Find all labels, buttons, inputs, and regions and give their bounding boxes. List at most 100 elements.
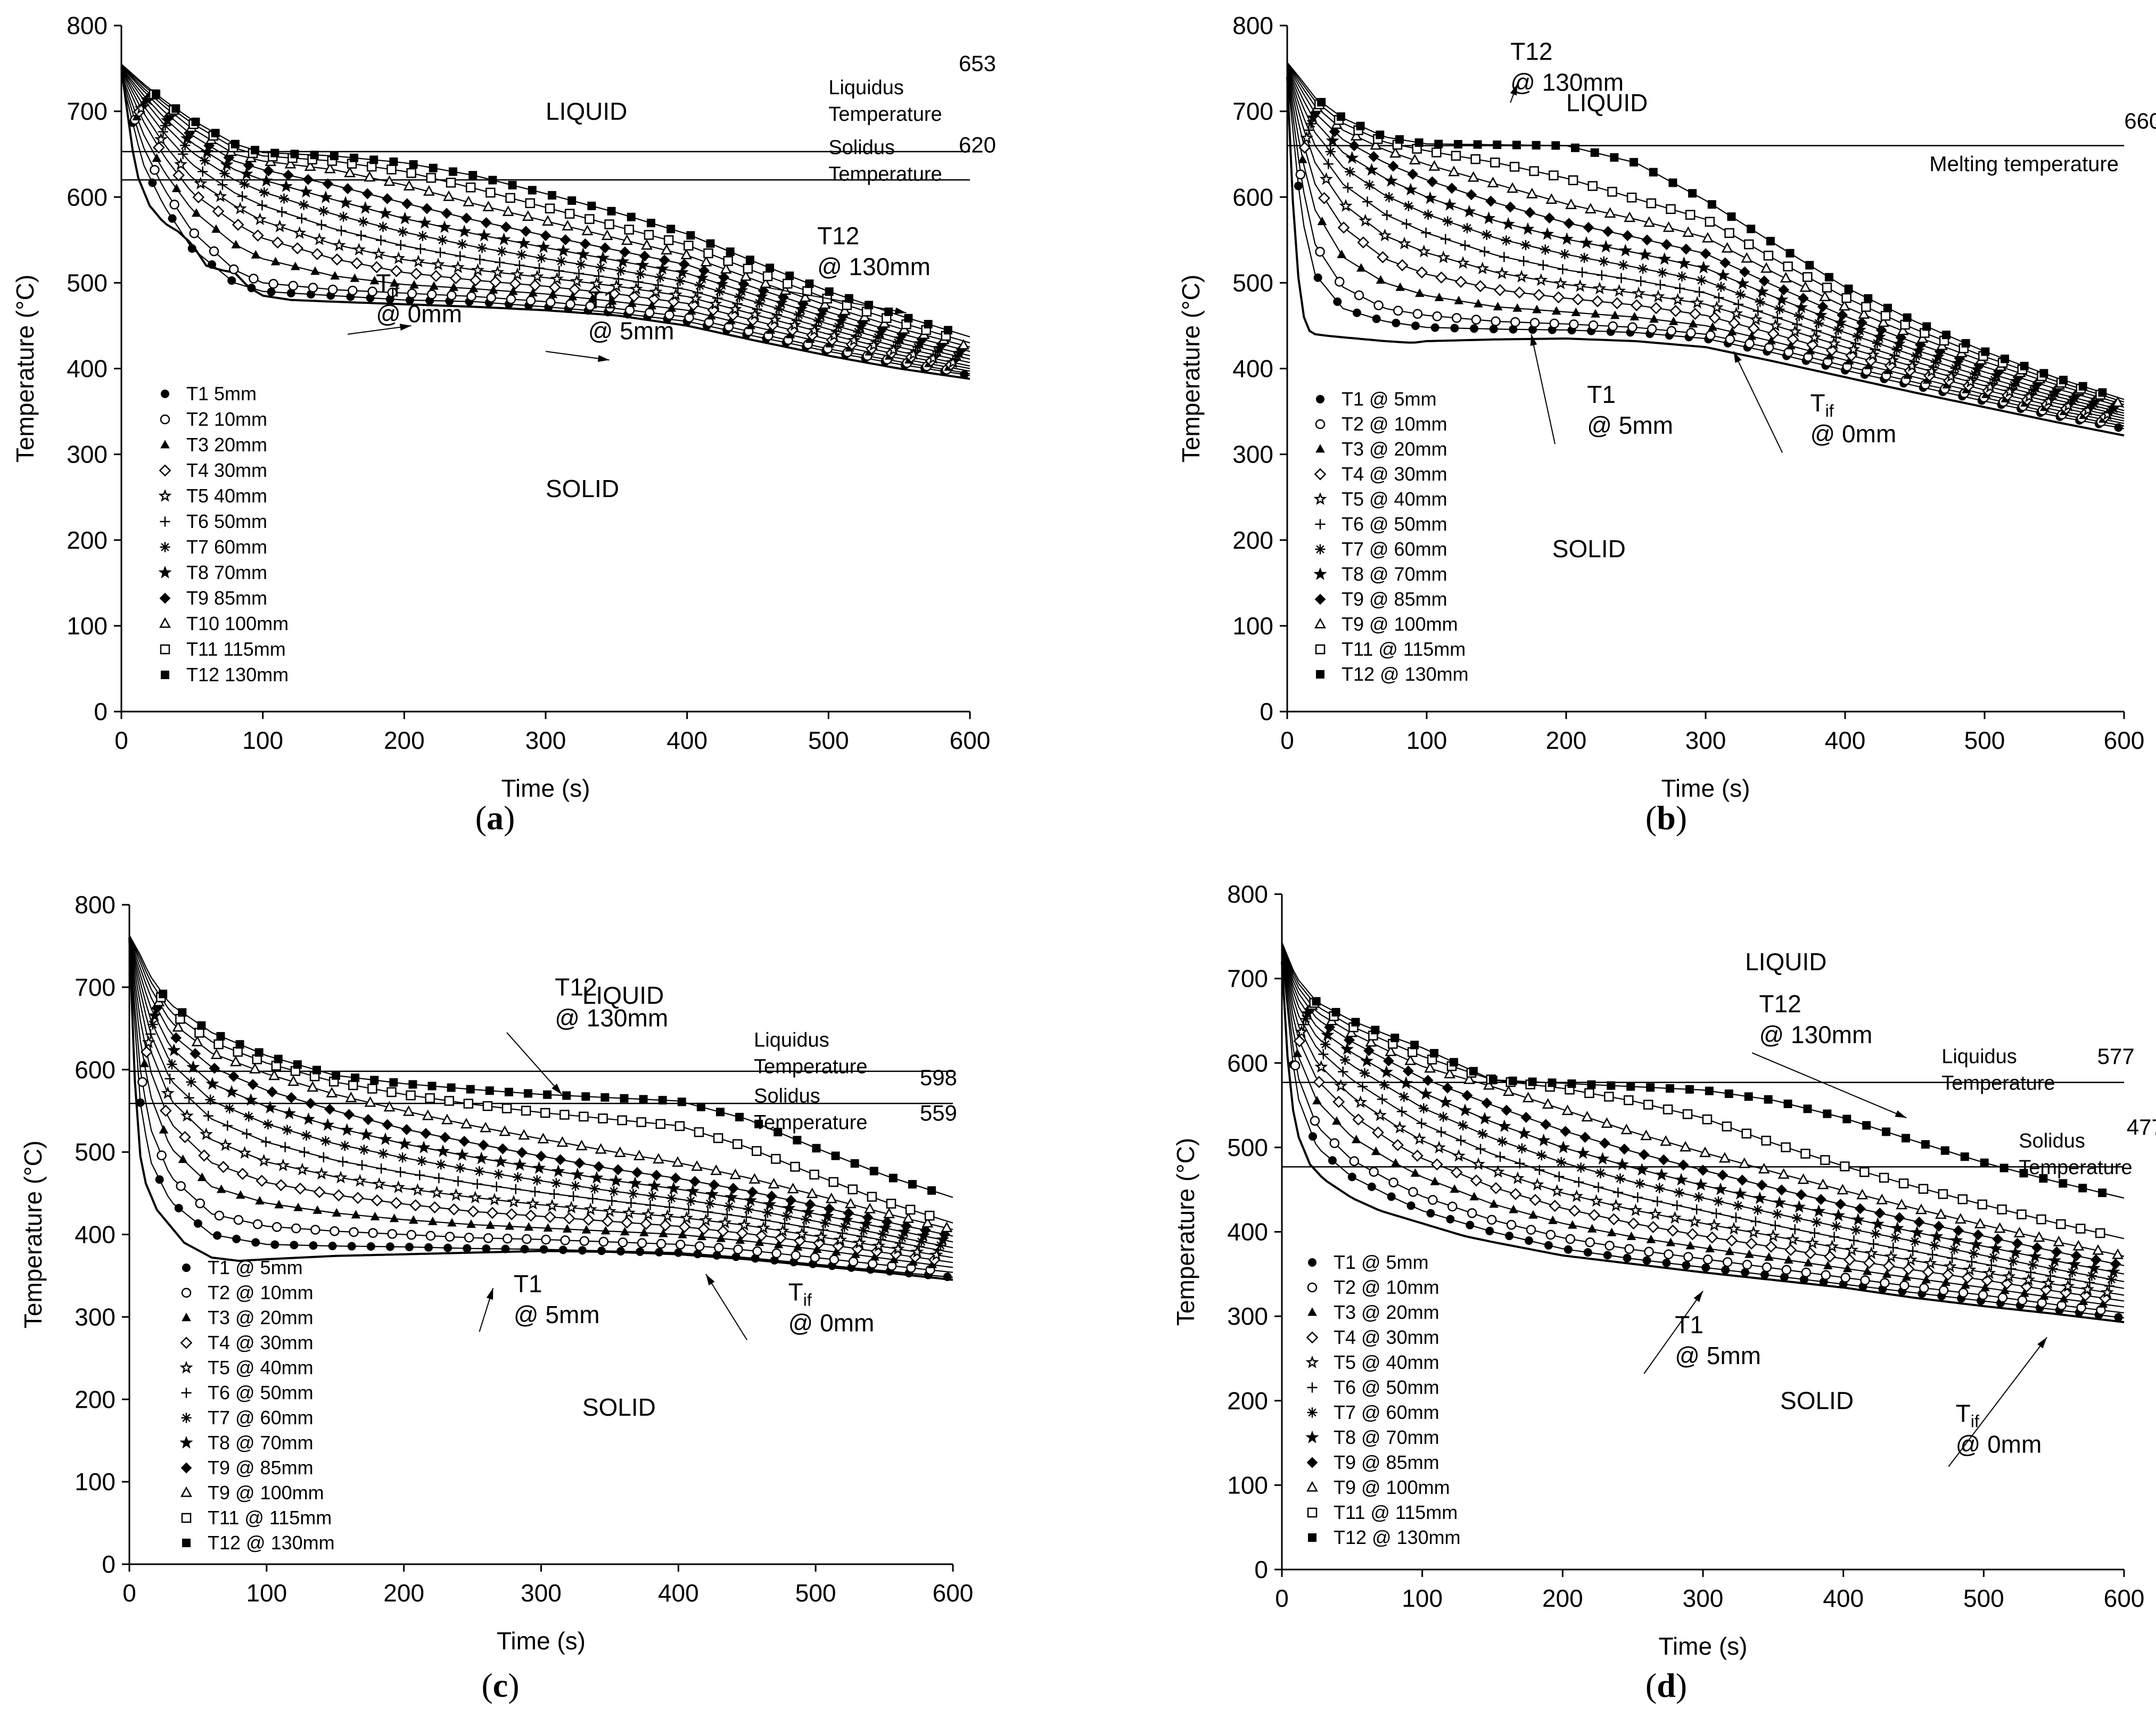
data-point xyxy=(1609,1199,1623,1212)
data-point xyxy=(1521,222,1535,235)
y-tick-label: 100 xyxy=(1227,1471,1268,1499)
data-point xyxy=(1337,250,1346,259)
data-point xyxy=(1725,1246,1734,1256)
data-point xyxy=(1780,1273,1789,1282)
data-point xyxy=(159,1104,172,1117)
data-point xyxy=(832,1246,841,1256)
data-point xyxy=(482,1244,491,1253)
x-tick-label: 300 xyxy=(525,726,566,754)
data-point xyxy=(684,241,694,251)
data-point xyxy=(771,1154,781,1164)
data-point xyxy=(1576,1162,1586,1173)
data-point xyxy=(241,1128,252,1139)
data-point xyxy=(171,104,180,113)
data-point xyxy=(575,1139,588,1151)
data-point xyxy=(714,1243,724,1253)
data-point xyxy=(1722,1121,1732,1132)
data-point xyxy=(1338,1067,1348,1077)
data-point xyxy=(435,247,446,258)
legend-marker xyxy=(1315,644,1326,655)
data-point xyxy=(285,1092,297,1103)
data-point xyxy=(1542,1098,1554,1109)
data-point xyxy=(1872,338,1882,349)
data-point xyxy=(412,254,425,268)
data-point xyxy=(505,1208,518,1220)
series-markers-T12 xyxy=(1317,98,2107,397)
data-point xyxy=(888,1174,898,1183)
data-point xyxy=(775,1232,787,1244)
data-point xyxy=(594,271,604,282)
data-point xyxy=(1612,1187,1624,1198)
data-point xyxy=(191,1035,203,1046)
data-point xyxy=(1921,1275,1931,1284)
reference-label: Temperature xyxy=(2019,1157,2132,1179)
data-point xyxy=(2047,1263,2058,1274)
data-point xyxy=(481,217,492,228)
y-axis-label: Temperature (°C) xyxy=(1172,1138,1199,1326)
data-point xyxy=(588,285,601,298)
data-point xyxy=(1627,1217,1640,1230)
y-tick-label: 300 xyxy=(1227,1302,1268,1330)
data-point xyxy=(1970,369,1980,379)
data-point xyxy=(157,1150,167,1161)
data-point xyxy=(710,1164,722,1175)
data-point xyxy=(390,265,403,277)
data-point xyxy=(423,185,435,196)
x-axis-label: Time (s) xyxy=(1661,774,1750,802)
data-point xyxy=(1817,301,1829,312)
data-point xyxy=(1978,1290,1988,1300)
data-point xyxy=(639,1095,648,1104)
data-point xyxy=(213,189,227,202)
data-point xyxy=(620,1227,630,1236)
x-axis-label: Time (s) xyxy=(501,774,590,802)
data-point xyxy=(1999,1163,2009,1172)
data-point xyxy=(359,1127,373,1141)
data-point xyxy=(472,1179,483,1190)
legend-label: T6 @ 50mm xyxy=(1334,1376,1439,1398)
region-label-solid: SOLID xyxy=(582,1393,656,1421)
data-point xyxy=(833,321,844,332)
x-axis-label: Time (s) xyxy=(497,1627,586,1655)
data-point xyxy=(601,229,613,241)
data-point xyxy=(555,1154,566,1166)
data-point xyxy=(734,292,745,302)
data-point xyxy=(2022,1273,2036,1286)
data-point xyxy=(1595,1152,1610,1165)
data-point xyxy=(1668,316,1678,325)
data-point xyxy=(590,1171,604,1184)
data-point xyxy=(1666,1084,1675,1093)
data-point xyxy=(1456,256,1470,269)
data-point xyxy=(148,178,157,187)
legend-marker xyxy=(161,671,169,679)
data-point xyxy=(2106,1265,2120,1278)
data-point xyxy=(867,1192,877,1202)
data-point xyxy=(1331,1007,1340,1017)
data-point xyxy=(1741,252,1753,263)
data-point xyxy=(581,1225,591,1234)
data-point xyxy=(467,1205,480,1218)
data-point xyxy=(1438,1095,1452,1108)
data-point xyxy=(1635,1163,1649,1176)
data-point xyxy=(897,1233,908,1243)
data-point xyxy=(1561,1104,1574,1116)
data-point xyxy=(1825,344,1838,357)
data-point xyxy=(851,331,861,342)
data-point xyxy=(198,1149,210,1162)
data-point xyxy=(1654,1183,1665,1193)
data-point xyxy=(1997,1204,2007,1215)
data-point xyxy=(367,1084,377,1094)
reference-label: Liquidus xyxy=(828,77,904,99)
y-tick-label: 700 xyxy=(1227,965,1268,993)
data-point xyxy=(1428,1195,1438,1205)
data-point xyxy=(1774,304,1785,315)
data-point xyxy=(916,1228,931,1242)
data-point xyxy=(334,1170,348,1184)
data-point xyxy=(1755,285,1769,298)
data-point xyxy=(847,333,861,346)
data-point xyxy=(403,179,415,191)
data-point xyxy=(237,1146,252,1159)
data-point xyxy=(536,1150,547,1162)
y-tick-label: 0 xyxy=(1254,1556,1268,1583)
y-tick-label: 600 xyxy=(67,183,108,211)
